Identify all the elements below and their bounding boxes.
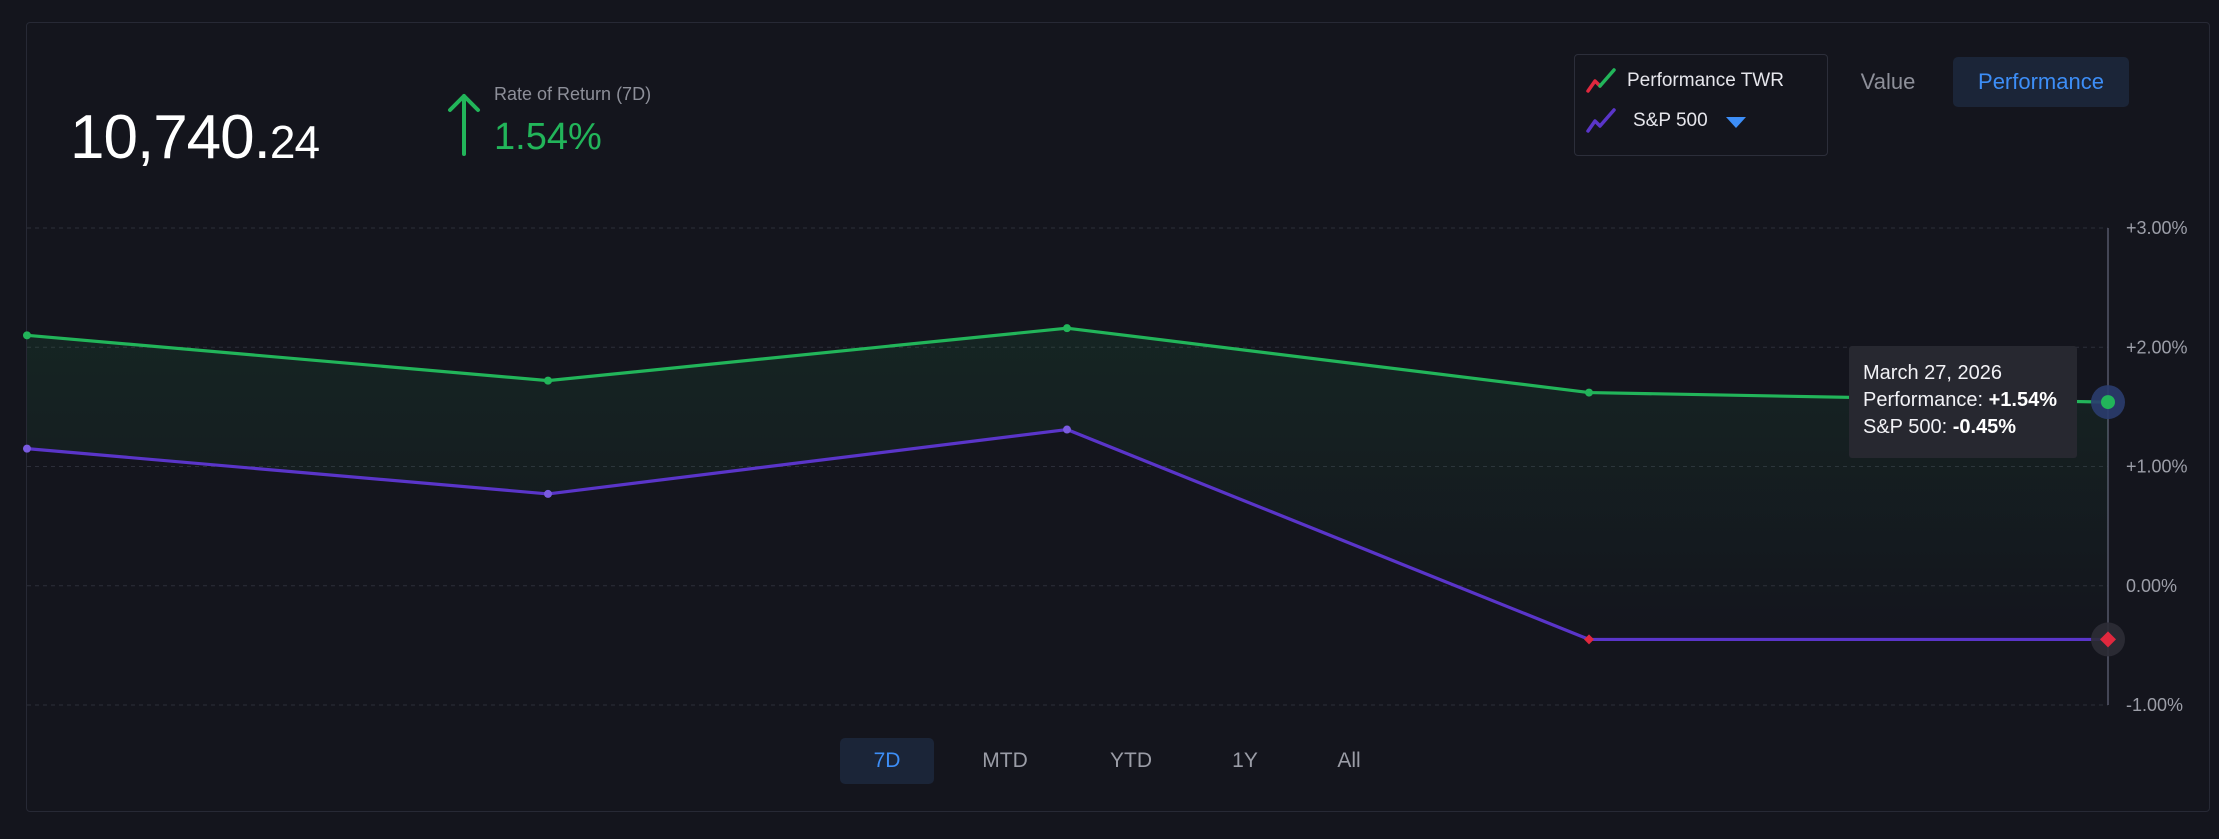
- value-toggle-button[interactable]: Value: [1860, 69, 1916, 94]
- data-point-performance[interactable]: [23, 331, 31, 340]
- data-point-performance[interactable]: [1585, 388, 1593, 397]
- arrow-up-icon: [448, 94, 480, 156]
- legend-label-performance: Performance TWR: [1627, 70, 1784, 91]
- caret-down-icon[interactable]: [1725, 116, 1746, 128]
- y-tick-label: 0.00%: [2126, 576, 2177, 596]
- performance-area: [27, 328, 2108, 640]
- range-button-1y[interactable]: 1Y: [1232, 749, 1258, 772]
- tooltip-date: March 27, 2026: [1863, 362, 2002, 384]
- legend-item-performance[interactable]: Performance TWR: [1585, 67, 1784, 95]
- data-point-sp500[interactable]: [2100, 631, 2116, 648]
- y-tick-label: +1.00%: [2126, 457, 2188, 477]
- chart-panel: [26, 22, 2210, 812]
- portfolio-value-integer: 10,740.: [70, 103, 271, 172]
- line-chart-purple-icon: [1586, 108, 1616, 133]
- portfolio-value-decimal: 24: [269, 116, 320, 168]
- line-chart-red-green-icon: [1586, 68, 1616, 93]
- portfolio-value: 10,740.24: [70, 102, 320, 173]
- rate-of-return-value: 1.54%: [494, 116, 602, 158]
- chart-legend: Performance TWR S&P 500: [1574, 54, 1828, 156]
- data-point-sp500[interactable]: [544, 489, 552, 498]
- range-button-all[interactable]: All: [1337, 749, 1361, 772]
- tooltip-sp500-row: S&P 500: -0.45%: [1863, 414, 2063, 441]
- tooltip-performance-value: +1.54%: [1988, 389, 2057, 411]
- data-point-sp500[interactable]: [1584, 634, 1594, 645]
- legend-item-sp500[interactable]: S&P 500: [1585, 107, 1746, 135]
- y-tick-label: -1.00%: [2126, 695, 2183, 715]
- tooltip-sp500-value: -0.45%: [1952, 416, 2017, 438]
- data-point-performance[interactable]: [1063, 324, 1071, 333]
- tooltip-performance-label: Performance:: [1863, 389, 1989, 411]
- tooltip-sp500-label: S&P 500:: [1863, 416, 1953, 438]
- performance-toggle-button[interactable]: Performance: [1953, 57, 2129, 107]
- chart-tooltip: March 27, 2026 Performance: +1.54% S&P 5…: [1849, 346, 2077, 458]
- legend-label-sp500: S&P 500: [1633, 110, 1708, 131]
- range-button-7d[interactable]: 7D: [840, 738, 934, 784]
- rate-of-return-label: Rate of Return (7D): [494, 84, 652, 104]
- range-button-ytd[interactable]: YTD: [1110, 749, 1152, 772]
- data-point-sp500[interactable]: [1063, 425, 1071, 434]
- tooltip-performance-row: Performance: +1.54%: [1863, 387, 2063, 414]
- range-button-mtd[interactable]: MTD: [982, 749, 1028, 772]
- data-point-performance[interactable]: [544, 376, 552, 385]
- y-tick-label: +3.00%: [2126, 218, 2188, 238]
- y-tick-label: +2.00%: [2126, 337, 2188, 357]
- data-point-performance[interactable]: [2101, 395, 2115, 410]
- data-point-sp500[interactable]: [23, 444, 31, 453]
